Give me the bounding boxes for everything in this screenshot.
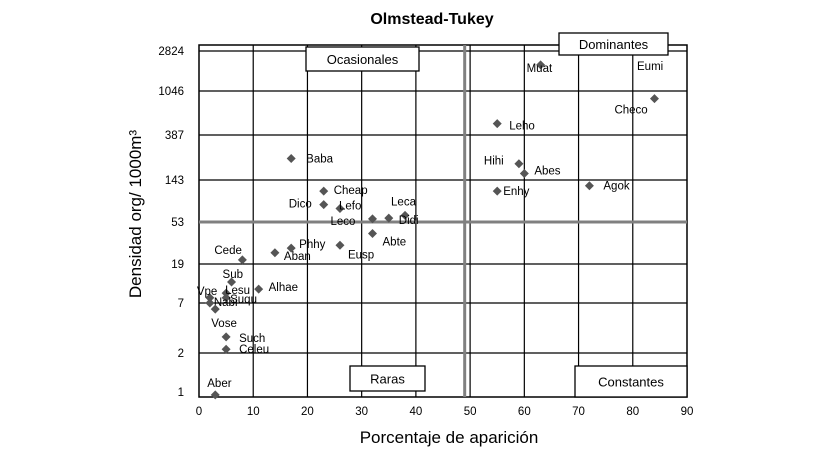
point-label-checo: Checo bbox=[614, 105, 647, 117]
point-label-leco: Leco bbox=[331, 216, 356, 228]
point-baba bbox=[286, 154, 296, 164]
point-cede bbox=[237, 255, 247, 265]
point-phhy bbox=[286, 243, 296, 253]
point-suqu bbox=[221, 293, 231, 303]
point-label-sub: Sub bbox=[223, 269, 243, 281]
point-label-phhy: Phhy bbox=[299, 239, 325, 251]
y-tick-label: 1 bbox=[178, 387, 184, 399]
x-tick-label: 10 bbox=[247, 406, 260, 418]
y-tick-label: 143 bbox=[165, 175, 184, 187]
point-label-enhy: Enhy bbox=[503, 186, 529, 198]
point-label-eumi: Eumi bbox=[637, 61, 663, 73]
quadrant-box-bottom-right bbox=[574, 365, 688, 398]
y-tick-label: 2 bbox=[178, 348, 184, 360]
point-abte bbox=[368, 229, 378, 239]
point-alhae bbox=[254, 284, 264, 294]
point-label-leho: Leho bbox=[509, 121, 535, 133]
point-label-suqu: Suqu bbox=[230, 294, 257, 306]
point-label-abes: Abes bbox=[534, 166, 560, 178]
y-tick-label: 387 bbox=[165, 130, 184, 142]
point-vose bbox=[210, 304, 220, 314]
point-abes bbox=[519, 169, 529, 179]
y-axis-title: Densidad org/ 1000m³ bbox=[126, 130, 145, 299]
x-axis-title: Porcentaje de aparición bbox=[360, 428, 539, 447]
point-checo bbox=[649, 94, 659, 104]
x-tick-label: 60 bbox=[518, 406, 531, 418]
y-tick-label: 2824 bbox=[158, 46, 184, 58]
x-tick-label: 90 bbox=[681, 406, 694, 418]
point-dico bbox=[319, 200, 329, 210]
point-lefo bbox=[335, 203, 345, 213]
quadrant-label-top-left: Ocasionales bbox=[327, 52, 399, 67]
x-tick-label: 40 bbox=[409, 406, 422, 418]
point-label-such: Such bbox=[239, 333, 265, 345]
point-eusp bbox=[335, 240, 345, 250]
point-label-didi: Didi bbox=[399, 215, 419, 227]
point-label-aban: Aban bbox=[284, 251, 311, 263]
point-label-vose: Vose bbox=[211, 318, 237, 330]
point-muat bbox=[536, 60, 546, 70]
point-label-alhae: Alhae bbox=[269, 282, 298, 294]
thresholds bbox=[199, 45, 687, 397]
x-tick-label: 20 bbox=[301, 406, 314, 418]
point-label-nabi: Nabi bbox=[214, 297, 238, 309]
point-label-celeu: Celeu bbox=[239, 344, 269, 356]
point-leho bbox=[492, 119, 502, 129]
point-vpe bbox=[205, 293, 215, 303]
y-tick-label: 19 bbox=[171, 259, 184, 271]
y-tick-label: 7 bbox=[178, 298, 184, 310]
point-sub bbox=[227, 277, 237, 287]
point-label-muat: Muat bbox=[527, 63, 553, 75]
x-tick-label: 30 bbox=[355, 406, 368, 418]
y-tick-label: 1046 bbox=[158, 86, 184, 98]
point-didi bbox=[384, 213, 394, 223]
point-label-aber: Aber bbox=[207, 378, 231, 390]
point-leco bbox=[368, 214, 378, 224]
point-label-vpe: Vpe bbox=[197, 286, 217, 298]
x-tick-label: 0 bbox=[196, 406, 202, 418]
point-label-dico: Dico bbox=[289, 199, 312, 211]
quadrant-label-bottom-left: Raras bbox=[370, 372, 405, 387]
x-tick-label: 50 bbox=[464, 406, 477, 418]
y-tick-label: 53 bbox=[171, 217, 184, 229]
x-tick-label: 80 bbox=[626, 406, 639, 418]
point-nabi bbox=[205, 298, 215, 308]
quadrant-box-top-left bbox=[305, 46, 420, 72]
point-agok bbox=[584, 181, 594, 191]
point-aber bbox=[210, 390, 220, 400]
quadrant-box-bottom-left bbox=[349, 365, 426, 392]
point-label-abte: Abte bbox=[383, 237, 407, 249]
point-label-baba: Baba bbox=[306, 154, 333, 166]
data-points: Muat Eumi Checo Leho Hihi Abes Agok Enhy Baba Che… bbox=[197, 60, 663, 400]
point-such bbox=[221, 332, 231, 342]
point-label-leca: Leca bbox=[391, 196, 417, 208]
quadrant-label-top-right: Dominantes bbox=[579, 37, 649, 52]
tick-labels: 0 10 20 30 40 50 60 70 80 90 1 2 7 19 53 143 387 1046 2824 bbox=[158, 46, 693, 418]
x-tick-label: 70 bbox=[572, 406, 585, 418]
point-label-lefo: Lefo bbox=[339, 200, 361, 212]
point-lesu bbox=[221, 288, 231, 298]
chart-title: Olmstead-Tukey bbox=[370, 11, 493, 28]
point-label-cheap: Cheap bbox=[334, 185, 368, 197]
point-label-agok: Agok bbox=[603, 181, 629, 193]
quadrant-box-top-right bbox=[558, 32, 669, 56]
point-aban bbox=[270, 248, 280, 258]
point-leca bbox=[400, 210, 410, 220]
point-label-cede: Cede bbox=[214, 245, 242, 257]
point-label-lesu: Lesu bbox=[225, 285, 250, 297]
point-celeu bbox=[221, 344, 231, 354]
point-label-hihi: Hihi bbox=[484, 156, 504, 168]
quadrant-labels: Ocasionales Dominantes Raras Constantes bbox=[305, 32, 688, 398]
point-label-eusp: Eusp bbox=[348, 249, 374, 261]
point-enhy bbox=[492, 186, 502, 196]
point-hihi bbox=[514, 159, 524, 169]
point-cheap bbox=[319, 186, 329, 196]
quadrant-label-bottom-right: Constantes bbox=[598, 375, 664, 390]
